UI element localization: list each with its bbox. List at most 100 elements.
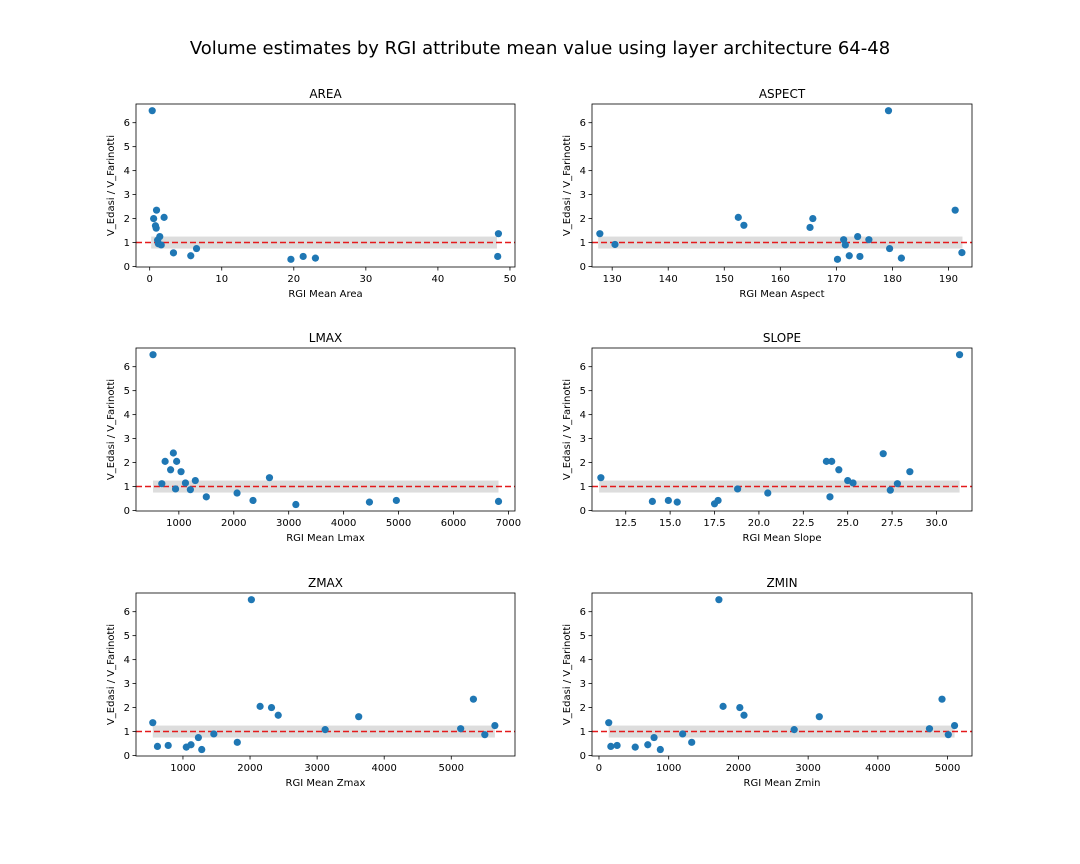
subplot-title: SLOPE	[763, 331, 801, 345]
y-tick-label: 0	[124, 262, 130, 273]
data-point	[734, 485, 742, 493]
y-tick-label: 6	[124, 118, 130, 129]
y-tick-label: 1	[580, 727, 586, 738]
x-tick-label: 30.0	[925, 518, 947, 529]
data-point	[815, 713, 823, 721]
data-point	[267, 703, 276, 712]
data-point	[664, 496, 672, 505]
data-point	[906, 468, 914, 476]
x-tick-label: 7000	[496, 518, 521, 529]
x-tick-label: 50	[504, 274, 517, 285]
x-tick-label: 2000	[237, 763, 262, 774]
data-point	[790, 726, 798, 734]
y-tick-label: 6	[580, 362, 586, 373]
data-point	[955, 351, 964, 359]
data-point	[287, 255, 295, 263]
data-point	[202, 493, 210, 501]
data-point	[299, 252, 307, 261]
subplot-title: ZMIN	[766, 576, 797, 590]
y-tick-label: 1	[580, 482, 586, 493]
data-point	[457, 725, 465, 733]
x-tick-label: 12.5	[615, 518, 637, 529]
y-tick-label: 0	[124, 506, 130, 517]
x-tick-label: 27.5	[881, 518, 903, 529]
data-point	[809, 214, 817, 223]
x-tick-label: 160	[771, 274, 790, 285]
data-point	[247, 596, 255, 604]
x-tick-label: 4000	[371, 763, 396, 774]
y-tick-label: 5	[124, 631, 130, 642]
y-tick-label: 0	[580, 262, 586, 273]
data-point	[673, 498, 681, 506]
x-tick-label: 20.0	[748, 518, 770, 529]
data-point	[169, 449, 177, 457]
data-point	[826, 493, 834, 501]
x-axis-label: RGI Mean Lmax	[286, 533, 365, 544]
x-tick-label: 3000	[304, 763, 329, 774]
data-point	[186, 486, 194, 494]
data-point	[321, 726, 329, 734]
y-tick-label: 0	[124, 751, 130, 762]
figure-title: Volume estimates by RGI attribute mean v…	[189, 38, 891, 59]
x-tick-label: 10	[215, 274, 228, 285]
subplot-lmax: 1000 2000 3000 4000 5000 6000 7000 0 1 2 3 4 5 6 LMAX R…	[106, 331, 521, 544]
x-tick-label: 2000	[221, 518, 246, 529]
axes-frame	[591, 347, 973, 512]
data-point	[644, 741, 652, 749]
x-tick-label: 25.0	[837, 518, 859, 529]
y-tick-label: 2	[124, 458, 130, 469]
data-point	[938, 695, 946, 703]
x-tick-label: 15.0	[659, 518, 681, 529]
data-point	[886, 244, 894, 253]
subplot-zmin: 0 1000 2000 3000 4000 5000 0 1 2 3 4 5 6 ZMIN RGI Mean…	[562, 576, 973, 789]
data-point	[265, 474, 274, 482]
subplot-title: ZMAX	[308, 576, 343, 590]
subplot-title: AREA	[309, 87, 342, 101]
data-point	[161, 457, 169, 465]
y-tick-label: 3	[580, 434, 586, 445]
data-point	[650, 733, 658, 742]
x-tick-label: 4000	[331, 518, 356, 529]
data-point	[893, 480, 902, 488]
subplot-area: 0 10 20 30 40 50 0 1 2 3 4 5 6 AREA RGI Mean Area V_Eda…	[106, 87, 516, 300]
data-point	[736, 703, 744, 712]
data-point	[256, 702, 264, 710]
data-point	[714, 496, 722, 505]
data-point	[865, 236, 873, 244]
data-point	[198, 745, 206, 754]
data-point	[679, 730, 687, 738]
y-tick-label: 3	[124, 190, 130, 201]
data-point	[845, 252, 853, 260]
x-tick-label: 20	[287, 274, 300, 285]
data-point	[740, 221, 748, 229]
data-point	[828, 457, 836, 465]
data-point	[849, 479, 857, 487]
data-point	[596, 230, 604, 238]
x-tick-label: 140	[659, 274, 678, 285]
data-point	[149, 351, 157, 359]
data-point	[153, 742, 162, 751]
data-point	[194, 733, 202, 742]
y-tick-label: 2	[580, 703, 586, 714]
data-point	[879, 450, 887, 458]
axes-frame	[591, 592, 973, 757]
data-point	[167, 466, 175, 474]
x-tick-label: 150	[715, 274, 734, 285]
y-tick-label: 2	[580, 214, 586, 225]
y-tick-label: 5	[124, 386, 130, 397]
x-axis-label: RGI Mean Zmin	[744, 778, 821, 789]
data-point	[854, 232, 862, 241]
data-point	[210, 730, 218, 738]
y-tick-label: 1	[124, 482, 130, 493]
y-axis-label: V_Edasi / V_Farinotti	[562, 135, 573, 236]
y-tick-label: 5	[124, 142, 130, 153]
data-point	[491, 721, 499, 730]
x-axis-label: RGI Mean Slope	[743, 533, 822, 544]
y-tick-label: 1	[580, 238, 586, 249]
y-tick-label: 1	[124, 727, 130, 738]
data-point	[950, 721, 959, 730]
data-point	[734, 213, 742, 221]
y-tick-label: 6	[124, 362, 130, 373]
data-point	[494, 497, 503, 506]
x-tick-label: 0	[596, 763, 602, 774]
